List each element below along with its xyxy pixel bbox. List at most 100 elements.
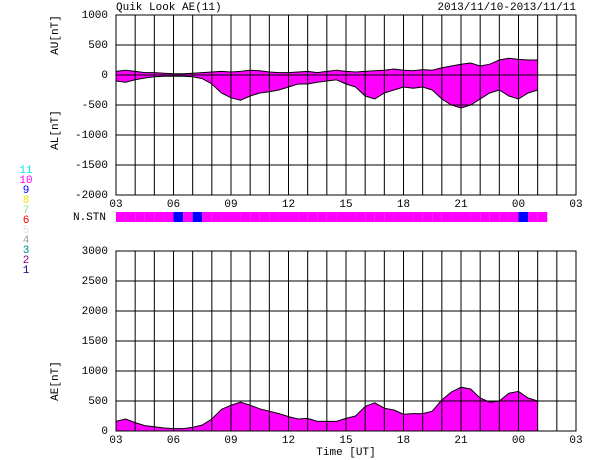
x-tick-label: 03: [569, 199, 582, 211]
x-tick-label: 03: [109, 199, 122, 211]
station-count: [231, 212, 241, 222]
station-count: [403, 212, 414, 222]
x-tick-label: 12: [282, 435, 295, 447]
x-tick-label: 21: [454, 435, 468, 447]
station-count: [518, 212, 529, 222]
station-count: [374, 212, 385, 222]
station-count: [202, 212, 212, 222]
strip-label: N.STN: [73, 212, 106, 224]
station-count: [528, 212, 538, 222]
y-axis-label: AE[nT]: [50, 361, 62, 401]
station-count: [135, 212, 145, 222]
area-outline: [115, 386, 538, 430]
station-legend: 2: [23, 255, 30, 267]
x-axis-label: Time [UT]: [316, 447, 375, 459]
x-tick-label: 03: [109, 435, 122, 447]
station-count: [365, 212, 375, 222]
station-count: [499, 212, 509, 222]
station-legend: 11: [19, 165, 33, 177]
station-count: [154, 212, 164, 222]
x-tick-label: 09: [224, 199, 237, 211]
station-count: [432, 212, 442, 222]
y-tick-label: 1000: [82, 366, 108, 378]
station-count: [346, 212, 356, 222]
x-tick-label: 18: [397, 435, 410, 447]
station-legend: 8: [23, 195, 30, 207]
x-tick-label: 06: [167, 199, 180, 211]
y-tick-label: 3000: [82, 246, 108, 258]
station-count: [307, 212, 318, 222]
y-tick-label: 2500: [82, 276, 108, 288]
plot-frame: [115, 250, 577, 432]
area-fill: [116, 58, 538, 75]
x-tick-label: 06: [167, 435, 180, 447]
station-count: [422, 212, 433, 222]
x-tick-label: 15: [339, 199, 352, 211]
plot-frame: [115, 14, 577, 196]
x-tick-label: 03: [569, 435, 582, 447]
station-count: [221, 212, 231, 222]
x-tick-label: 09: [224, 435, 237, 447]
y-tick-label: 2000: [82, 306, 108, 318]
station-count: [269, 212, 279, 222]
station-count: [441, 212, 452, 222]
station-count: [489, 212, 500, 222]
chart-title: Quik Look AE(11): [116, 2, 222, 14]
y-axis-label: AU[nT]: [50, 15, 62, 55]
x-tick-label: 00: [512, 199, 525, 211]
station-count: [183, 212, 193, 222]
y-tick-label: -1000: [75, 130, 108, 142]
station-count: [393, 212, 404, 222]
station-count: [278, 212, 289, 222]
y-tick-label: 500: [88, 40, 108, 52]
y-tick-label: -2000: [75, 190, 108, 202]
date-range: 2013/11/10-2013/11/11: [437, 2, 576, 14]
station-count: [336, 212, 346, 222]
y-tick-label: 1500: [82, 336, 108, 348]
station-count: [298, 212, 308, 222]
station-count: [125, 212, 136, 222]
station-count: [211, 212, 222, 222]
x-tick-label: 15: [339, 435, 352, 447]
station-legend: 4: [23, 235, 30, 247]
y-tick-label: 0: [101, 70, 108, 82]
station-legend: 5: [23, 225, 30, 237]
station-count: [317, 212, 327, 222]
area-outline: [115, 57, 538, 75]
x-tick-label: 21: [454, 199, 468, 211]
y-tick-label: -1500: [75, 160, 108, 172]
station-count: [250, 212, 260, 222]
station-count: [144, 212, 155, 222]
area-fill: [116, 75, 538, 108]
station-count: [326, 212, 337, 222]
station-count: [240, 212, 251, 222]
station-count: [451, 212, 461, 222]
station-legend: 1: [23, 265, 30, 277]
station-count: [288, 212, 299, 222]
station-legend: 9: [23, 185, 30, 197]
station-count: [461, 212, 471, 222]
y-axis-label: AL[nT]: [50, 110, 62, 150]
x-tick-label: 00: [512, 435, 525, 447]
station-count: [537, 212, 548, 222]
x-tick-label: 12: [282, 199, 295, 211]
station-count: [470, 212, 481, 222]
station-count: [192, 212, 203, 222]
station-count: [355, 212, 366, 222]
station-legend: 6: [23, 215, 30, 227]
y-tick-label: -500: [82, 100, 108, 112]
station-count: [173, 212, 184, 222]
station-count: [259, 212, 270, 222]
station-count: [480, 212, 490, 222]
y-tick-label: 500: [88, 396, 108, 408]
station-legend: 7: [23, 205, 30, 217]
area-outline: [115, 75, 538, 109]
station-count: [163, 212, 174, 222]
station-count: [116, 212, 126, 222]
area-fill: [116, 387, 538, 431]
station-legend: 3: [23, 245, 30, 257]
y-tick-label: 0: [101, 426, 108, 438]
station-count: [384, 212, 394, 222]
x-tick-label: 18: [397, 199, 410, 211]
